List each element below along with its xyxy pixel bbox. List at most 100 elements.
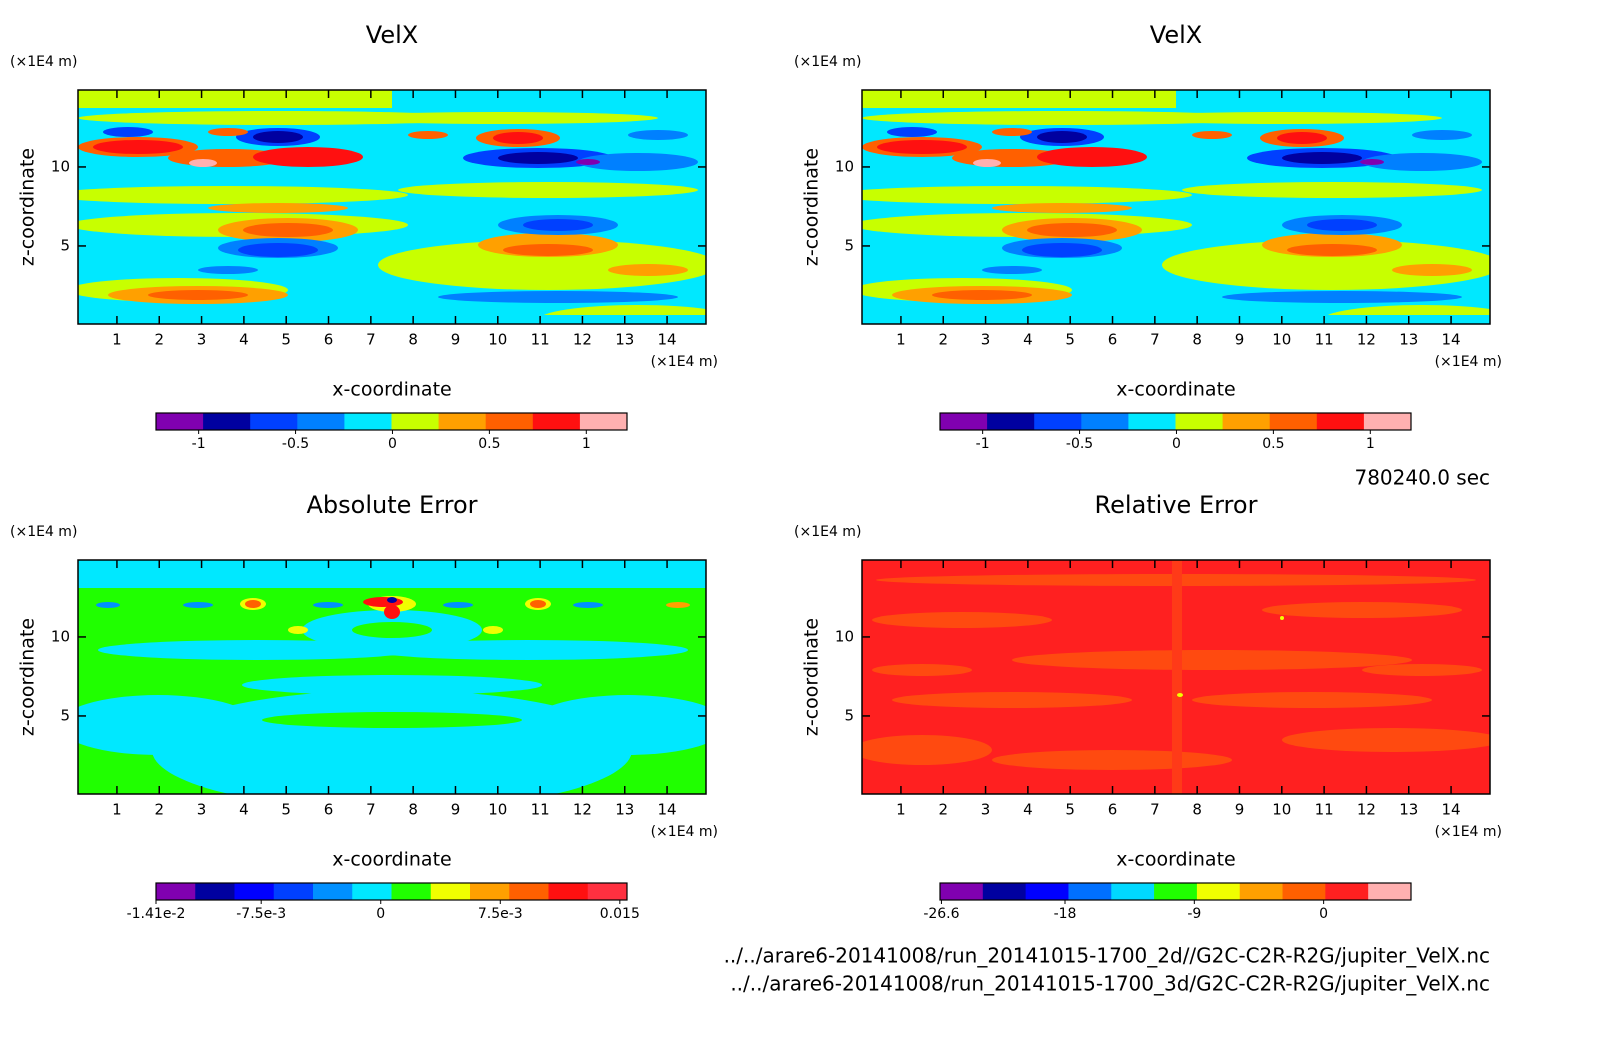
contour-fill <box>78 186 408 204</box>
x-tick-label: 4 <box>239 331 249 349</box>
contour-field <box>862 90 1490 324</box>
x-tick-label: 2 <box>938 801 948 819</box>
contour-fill <box>245 600 261 608</box>
contour-fill <box>1412 130 1472 140</box>
colorbar-frame <box>155 882 628 901</box>
colorbar-frame <box>939 412 1412 431</box>
contour-fill <box>1282 728 1490 752</box>
x-tick-label: 8 <box>1192 331 1202 349</box>
x-tick-label: 13 <box>1399 331 1418 349</box>
contour-field <box>862 560 1490 794</box>
contour-fill <box>238 243 318 257</box>
colorbar-segment <box>1111 883 1155 900</box>
contour-field <box>78 90 706 324</box>
x-tick-label: 4 <box>1023 801 1033 819</box>
chart-title: Relative Error <box>1095 491 1258 519</box>
colorbar-segment <box>532 413 581 430</box>
contour-fill <box>483 626 503 634</box>
colorbar-segment <box>1269 413 1318 430</box>
colorbar-segment <box>313 883 353 900</box>
colorbar-segment <box>1363 413 1412 430</box>
colorbar-tick-label: -0.5 <box>282 436 309 452</box>
x-tick-label: 3 <box>197 801 207 819</box>
contour-fill <box>253 147 363 167</box>
x-tick-label: 12 <box>1357 331 1376 349</box>
contour-fill <box>992 128 1032 136</box>
contour-fill <box>498 152 578 164</box>
colorbar-segment <box>156 413 204 430</box>
x-tick-label: 14 <box>1442 331 1461 349</box>
contour-fill <box>1287 244 1377 256</box>
x-axis-label: x-coordinate <box>332 849 451 871</box>
x-tick-label: 10 <box>1272 331 1291 349</box>
plot-frame <box>77 89 707 325</box>
x-tick-label: 13 <box>615 331 634 349</box>
contour-fill <box>1037 147 1147 167</box>
chart-title: VelX <box>1150 21 1202 49</box>
x-tick-label: 3 <box>197 331 207 349</box>
contour-fill <box>576 159 600 165</box>
x-tick-label: 2 <box>154 331 164 349</box>
x-tick-label: 4 <box>1023 331 1033 349</box>
contour-fill <box>189 159 217 167</box>
contour-fill <box>352 622 432 638</box>
contour-fill <box>198 266 258 274</box>
x-tick-label: 11 <box>531 801 550 819</box>
y-tick-label: 5 <box>60 706 70 724</box>
contour-fill <box>973 159 1001 167</box>
plot-frame <box>861 559 1491 795</box>
x-tick-label: 7 <box>366 801 376 819</box>
x-unit: (×1E4 m) <box>651 824 718 840</box>
x-unit: (×1E4 m) <box>1435 354 1502 370</box>
contour-fill <box>1122 112 1442 124</box>
x-tick-label: 4 <box>239 801 249 819</box>
colorbar-segment <box>587 883 628 900</box>
contour-fill <box>384 605 400 619</box>
x-tick-label: 11 <box>1315 331 1334 349</box>
colorbar-tick-label: 0.5 <box>478 436 500 452</box>
x-tick-label: 5 <box>1065 801 1075 819</box>
x-tick-label: 12 <box>573 331 592 349</box>
contour-fill <box>363 597 403 607</box>
contour-fill <box>573 602 603 608</box>
colorbar-tick-label: -18 <box>1054 906 1077 922</box>
colorbar-tick-label: -26.6 <box>923 906 959 922</box>
x-unit: (×1E4 m) <box>651 354 718 370</box>
y-tick-label: 5 <box>60 236 70 254</box>
y-unit: (×1E4 m) <box>10 524 77 540</box>
x-tick-label: 13 <box>1399 801 1418 819</box>
x-tick-label: 7 <box>366 331 376 349</box>
colorbar-tick-label: 0 <box>376 906 385 922</box>
contour-fill <box>408 131 448 139</box>
colorbar-tick-label: -7.5e-3 <box>236 906 286 922</box>
file-path: ../../arare6-20141008/run_20141015-1700_… <box>724 944 1490 968</box>
contour-fill <box>438 291 678 303</box>
colorbar-segment <box>391 883 432 900</box>
colorbar-tick-label: 7.5e-3 <box>478 906 523 922</box>
contour-fill <box>398 182 698 198</box>
y-unit: (×1E4 m) <box>794 524 861 540</box>
contour-fill <box>528 695 706 755</box>
contour-fill <box>338 112 658 124</box>
contour-fill <box>1392 264 1472 276</box>
colorbar-segment <box>509 883 549 900</box>
contour-fill <box>1362 153 1482 171</box>
colorbar-segment <box>485 413 534 430</box>
contour-fill <box>523 219 593 231</box>
x-tick-label: 3 <box>981 331 991 349</box>
contour-fill <box>378 240 706 290</box>
contour-fill <box>628 130 688 140</box>
contour-fill <box>1172 560 1182 794</box>
contour-fill <box>608 264 688 276</box>
y-axis-label: z-coordinate <box>17 148 39 266</box>
colorbar-segment <box>1222 413 1271 430</box>
x-tick-label: 11 <box>1315 801 1334 819</box>
x-axis-label: x-coordinate <box>1116 849 1235 871</box>
x-tick-label: 9 <box>451 801 461 819</box>
contour-fill <box>1282 152 1362 164</box>
colorbar-segment <box>234 883 275 900</box>
contour-fill <box>872 612 1052 628</box>
colorbar-segment <box>940 883 984 900</box>
